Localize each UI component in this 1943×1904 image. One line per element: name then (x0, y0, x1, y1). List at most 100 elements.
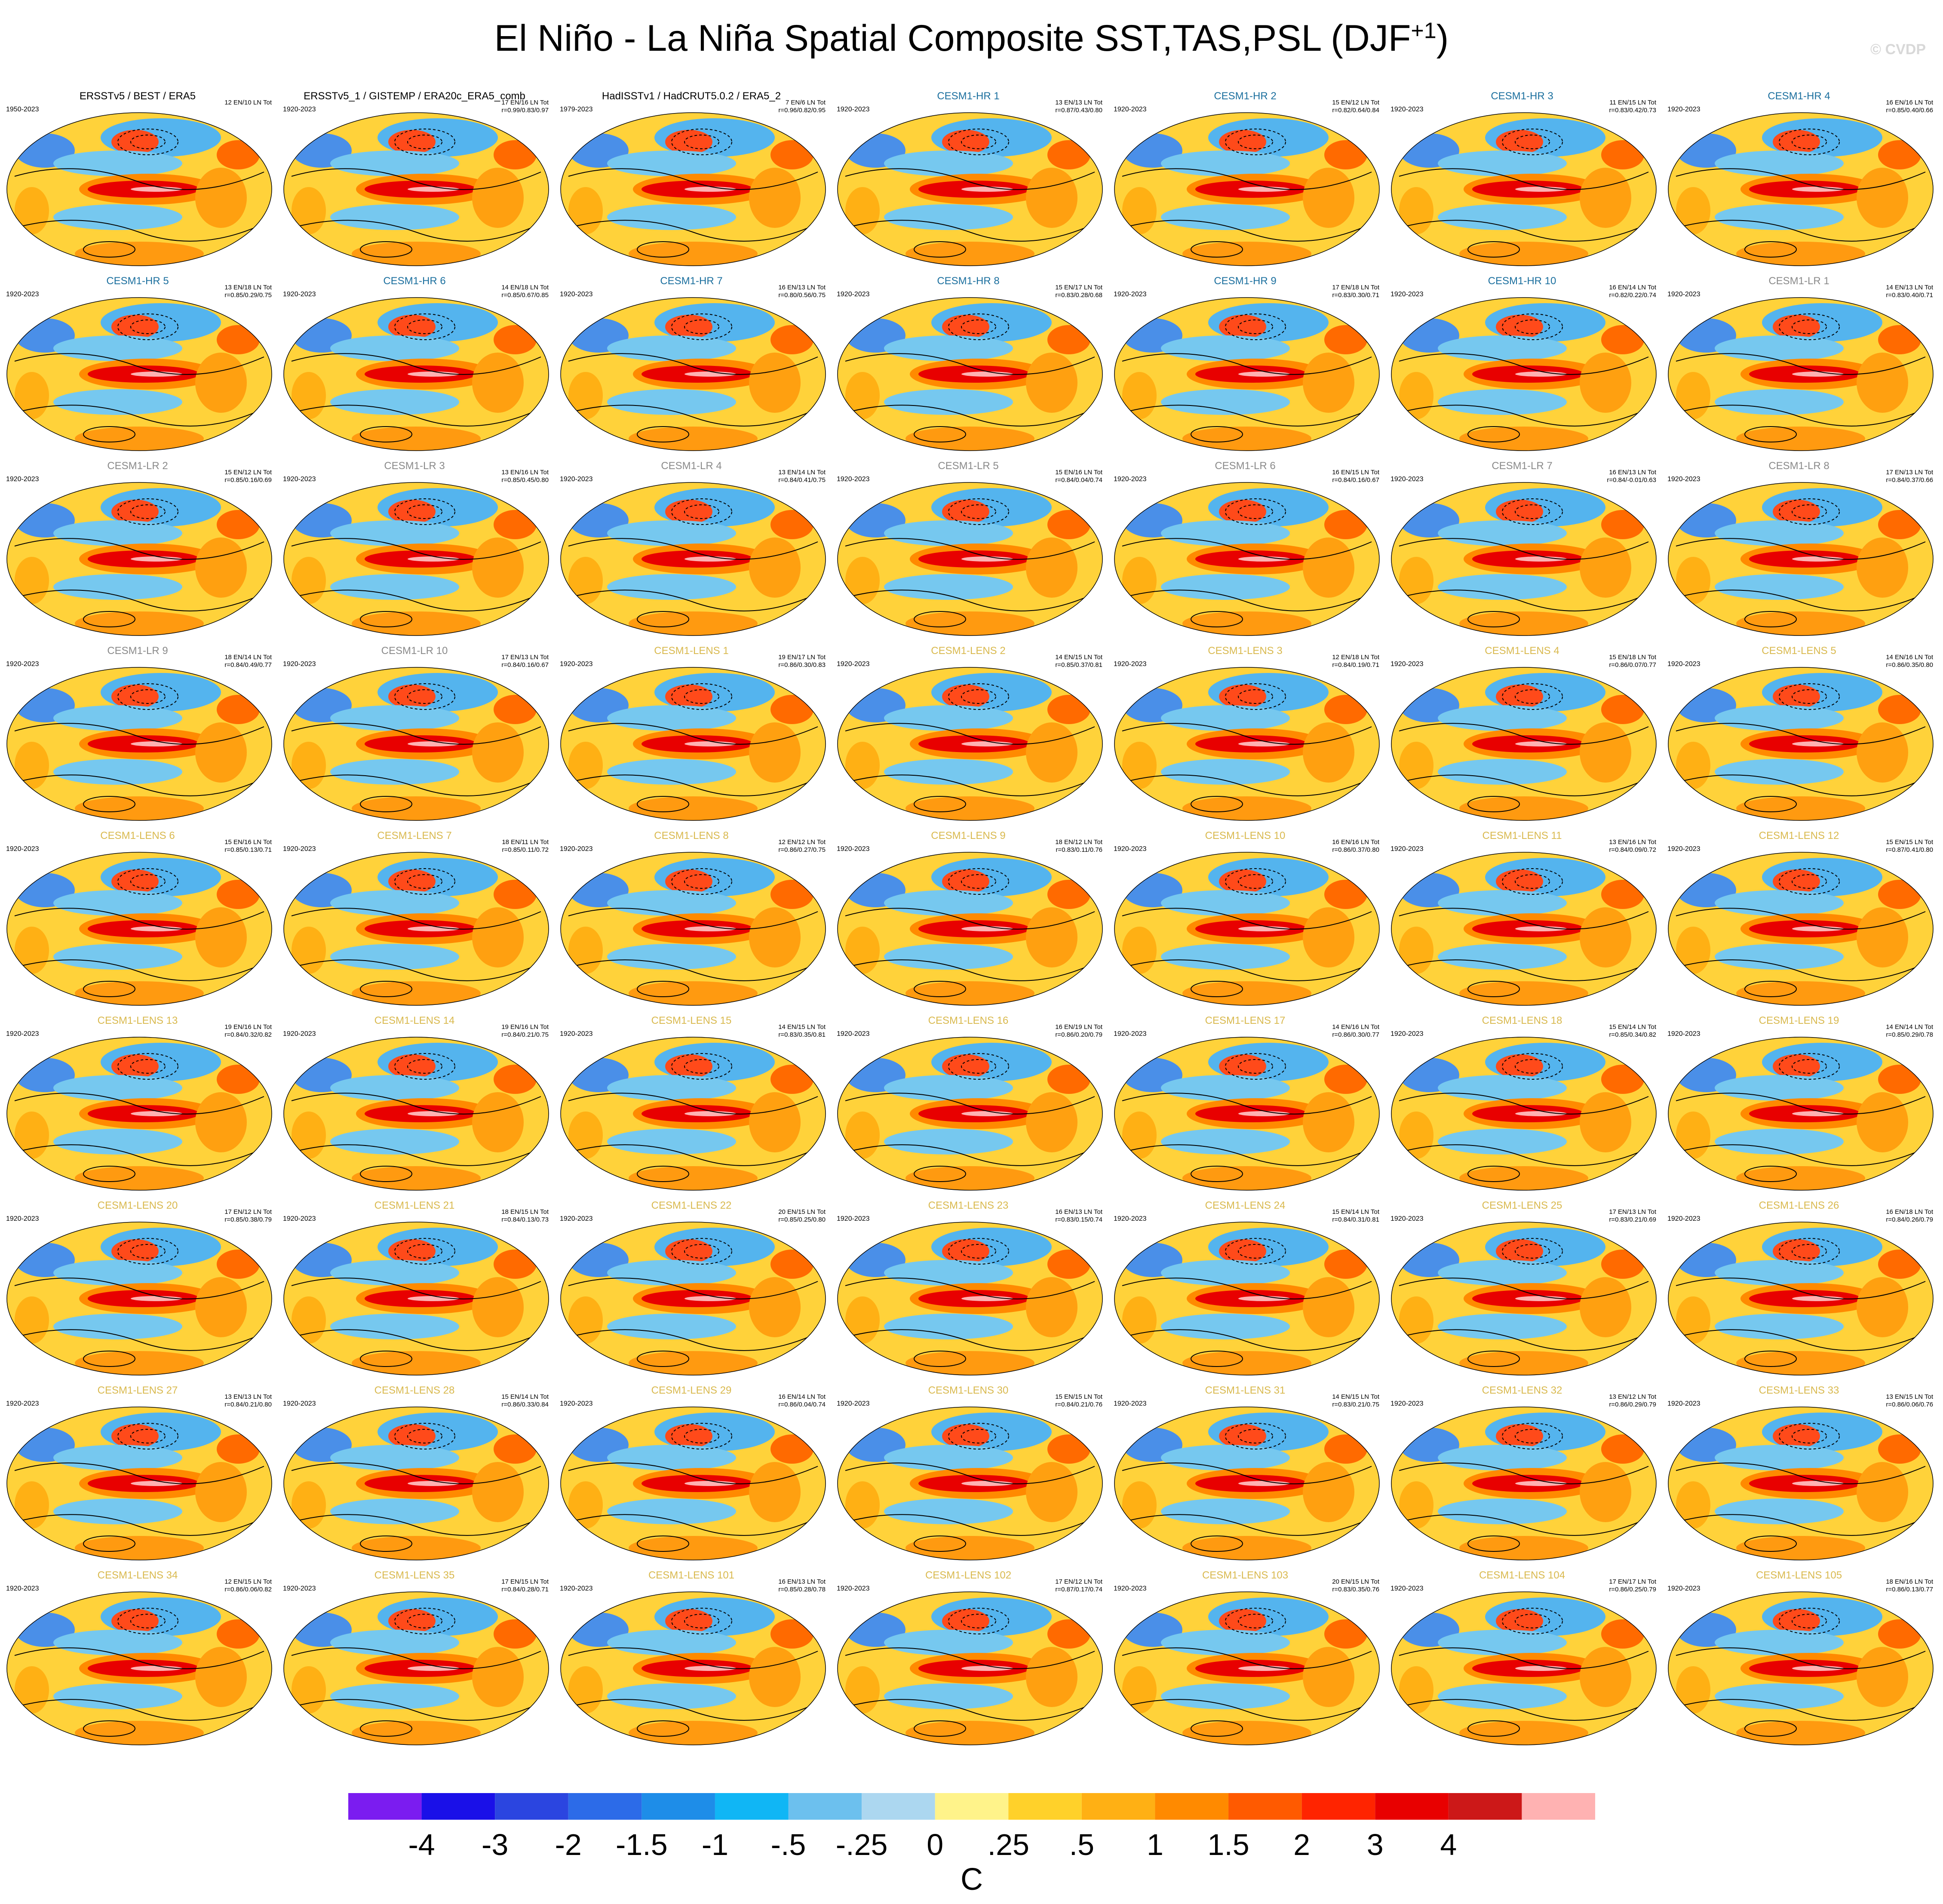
composite-map (283, 297, 549, 451)
panel-event-count: 13 EN/12 LN Tot (1609, 1393, 1656, 1400)
panel-event-count: 16 EN/19 LN Tot (1055, 1023, 1102, 1031)
panel-title: CESM1-HR 10 (1488, 275, 1556, 287)
panel-title: CESM1-LENS 23 (928, 1200, 1009, 1211)
panel-period: 1920-2023 (1114, 1215, 1147, 1222)
panel-event-count: 15 EN/12 LN Tot (1332, 99, 1379, 106)
panel-period: 1920-2023 (837, 291, 870, 298)
panel-period: 1920-2023 (560, 476, 593, 483)
colorbar-swatch (1301, 1793, 1375, 1820)
composite-map (1114, 1037, 1380, 1191)
map-panel: CESM1-HR 9 1920-2023 17 EN/18 LN Tot r=0.83… (1108, 275, 1383, 459)
panel-title: CESM1-LENS 20 (97, 1200, 178, 1211)
panel-event-count: 18 EN/15 LN Tot (501, 1208, 549, 1216)
map-panel: CESM1-LENS 32 1920-2023 13 EN/12 LN Tot r=0… (1384, 1385, 1660, 1569)
map-panel: CESM1-HR 4 1920-2023 16 EN/16 LN Tot r=0.85… (1661, 90, 1937, 274)
panel-pattern-correlation: r=0.84/0.32/0.82 (224, 1031, 272, 1038)
panel-period: 1920-2023 (1667, 1585, 1701, 1592)
panel-event-count: 16 EN/18 LN Tot (1886, 1208, 1933, 1216)
title-close: ) (1436, 18, 1449, 59)
composite-map (1391, 667, 1657, 821)
panel-pattern-correlation: r=0.85/0.38/0.79 (224, 1216, 272, 1223)
panel-period: 1920-2023 (1390, 845, 1424, 853)
composite-map (837, 1037, 1103, 1191)
panel-pattern-correlation: r=0.86/0.37/0.80 (1332, 846, 1379, 854)
panel-period: 1920-2023 (837, 106, 870, 113)
map-panel: CESM1-LENS 18 1920-2023 15 EN/14 LN Tot r=0… (1384, 1015, 1660, 1199)
panel-pattern-correlation: r=0.86/0.13/0.77 (1886, 1586, 1933, 1593)
panel-pattern-correlation: r=0.84/0.26/0.79 (1886, 1216, 1933, 1223)
map-panel: CESM1-LENS 2 1920-2023 14 EN/15 LN Tot r=0.… (831, 645, 1106, 829)
panel-event-count: 13 EN/18 LN Tot (224, 284, 272, 291)
composite-map (1114, 1222, 1380, 1376)
panel-pattern-correlation: r=0.85/0.11/0.72 (502, 846, 549, 854)
colorbar-swatch (862, 1793, 935, 1820)
panel-event-count: 13 EN/13 LN Tot (224, 1393, 272, 1400)
map-panel: CESM1-LENS 104 1920-2023 17 EN/17 LN Tot r=… (1384, 1569, 1660, 1754)
composite-map (560, 482, 826, 636)
panel-event-count: 16 EN/13 LN Tot (1055, 1208, 1102, 1216)
panel-event-count: 13 EN/16 LN Tot (1609, 838, 1656, 846)
colorbar-tick-label: .25 (987, 1828, 1029, 1861)
colorbar-swatch (1008, 1793, 1082, 1820)
panel-title: CESM1-LENS 34 (97, 1569, 178, 1581)
panel-pattern-correlation: r=0.86/0.04/0.74 (778, 1401, 826, 1408)
map-panel: CESM1-LENS 26 1920-2023 16 EN/18 LN Tot r=0… (1661, 1200, 1937, 1384)
composite-map (1668, 1037, 1934, 1191)
colorbar-tick-label: -.25 (835, 1828, 888, 1861)
colorbar-tick-label: 2 (1293, 1828, 1311, 1861)
composite-map (283, 112, 549, 266)
panel-title: CESM1-LENS 14 (374, 1015, 455, 1026)
panel-event-count: 18 EN/12 LN Tot (1055, 838, 1102, 846)
panel-title: CESM1-LENS 18 (1482, 1015, 1562, 1026)
panel-event-count: 14 EN/16 LN Tot (1886, 654, 1933, 661)
panel-event-count: 15 EN/14 LN Tot (1332, 1208, 1379, 1216)
map-panel: CESM1-LENS 3 1920-2023 12 EN/18 LN Tot r=0.… (1108, 645, 1383, 829)
panel-event-count: 15 EN/15 LN Tot (1055, 1393, 1102, 1400)
panel-period: 1920-2023 (1114, 1585, 1147, 1592)
panel-event-count: 13 EN/15 LN Tot (1886, 1393, 1933, 1400)
panel-title: CESM1-LENS 11 (1482, 830, 1562, 841)
panel-period: 1920-2023 (1390, 660, 1424, 668)
map-panel: CESM1-LR 3 1920-2023 13 EN/16 LN Tot r=0.85… (277, 460, 552, 644)
panel-period: 1920-2023 (6, 1585, 39, 1592)
composite-map (837, 667, 1103, 821)
composite-map (1391, 1591, 1657, 1745)
panel-event-count: 17 EN/12 LN Tot (1055, 1578, 1102, 1585)
map-panel: CESM1-LENS 20 1920-2023 17 EN/12 LN Tot r=0… (0, 1200, 275, 1384)
panel-title: CESM1-LR 4 (661, 460, 722, 472)
panel-pattern-correlation: r=0.86/0.35/0.80 (1886, 661, 1933, 669)
colorbar-units: C (961, 1862, 983, 1897)
panel-period: 1920-2023 (837, 660, 870, 668)
panel-period: 1920-2023 (1667, 1400, 1701, 1407)
composite-map (6, 297, 272, 451)
composite-map (6, 1407, 272, 1560)
composite-map (1668, 112, 1934, 266)
panel-title: CESM1-LR 6 (1215, 460, 1276, 472)
figure-title: El Niño - La Niña Spatial Composite SST,… (0, 17, 1943, 60)
panel-period: 1920-2023 (1667, 1030, 1701, 1038)
composite-map (1391, 112, 1657, 266)
panel-pattern-correlation: r=0.84/0.19/0.71 (1332, 661, 1379, 669)
panel-title: CESM1-LENS 101 (648, 1569, 735, 1581)
composite-map (560, 1222, 826, 1376)
panel-period: 1920-2023 (1390, 1030, 1424, 1038)
panel-period: 1920-2023 (1114, 660, 1147, 668)
composite-map (837, 1407, 1103, 1560)
panel-period: 1920-2023 (6, 845, 39, 853)
map-panel: CESM1-HR 3 1920-2023 11 EN/15 LN Tot r=0.83… (1384, 90, 1660, 274)
panel-title: CESM1-LENS 28 (374, 1385, 455, 1396)
panel-event-count: 17 EN/17 LN Tot (1609, 1578, 1656, 1585)
panel-period: 1920-2023 (1667, 476, 1701, 483)
composite-map (560, 1591, 826, 1745)
composite-map (560, 1407, 826, 1560)
panel-title: CESM1-LENS 24 (1205, 1200, 1286, 1211)
panel-pattern-correlation: r=0.85/0.28/0.78 (778, 1586, 826, 1593)
colorbar-swatch (1228, 1793, 1302, 1820)
panel-event-count: 17 EN/13 LN Tot (1886, 469, 1933, 476)
panel-pattern-correlation: r=0.86/0.30/0.77 (1332, 1031, 1379, 1038)
panel-event-count: 16 EN/14 LN Tot (1609, 284, 1656, 291)
map-panel: CESM1-LR 1 1920-2023 14 EN/13 LN Tot r=0.83… (1661, 275, 1937, 459)
panel-pattern-correlation: r=0.84/0.04/0.74 (1055, 476, 1102, 484)
title-text: El Niño - La Niña Spatial Composite SST,… (494, 18, 1411, 59)
panel-event-count: 16 EN/16 LN Tot (1886, 99, 1933, 106)
